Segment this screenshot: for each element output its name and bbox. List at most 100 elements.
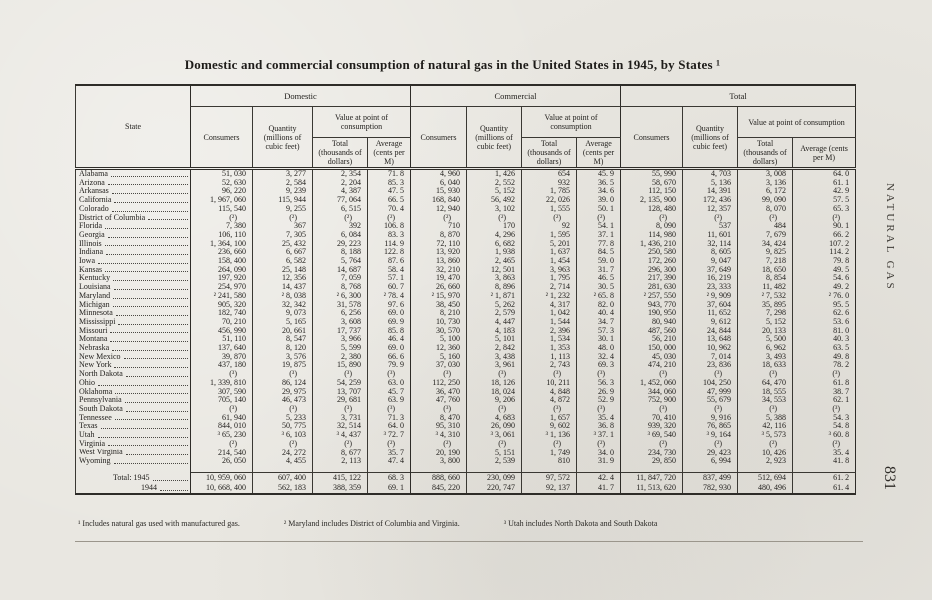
value-cell: 8, 605 bbox=[682, 248, 738, 258]
value-cell: 1, 113 bbox=[521, 352, 577, 362]
value-cell: (²) bbox=[312, 213, 368, 223]
value-cell: 10, 730 bbox=[410, 317, 467, 327]
value-cell: 47, 999 bbox=[682, 387, 738, 397]
value-cell: 56, 210 bbox=[620, 335, 683, 345]
value-cell: 1, 967, 060 bbox=[190, 195, 253, 205]
value-cell: 25, 148 bbox=[252, 265, 313, 275]
value-cell: 512, 694 bbox=[737, 471, 793, 483]
value-cell: 5, 233 bbox=[252, 413, 313, 423]
value-cell: 537 bbox=[682, 222, 738, 231]
value-cell: 36. 8 bbox=[576, 422, 621, 432]
value-cell: 392 bbox=[312, 222, 368, 231]
spacer-cell bbox=[466, 465, 522, 473]
value-cell: 5, 262 bbox=[466, 300, 522, 310]
value-cell: 49. 5 bbox=[792, 265, 856, 275]
value-cell: 562, 183 bbox=[252, 482, 313, 494]
value-cell: 26, 050 bbox=[190, 456, 253, 466]
value-cell: 57. 1 bbox=[366, 274, 411, 284]
value-cell: 64, 470 bbox=[737, 378, 793, 388]
dotted-leader bbox=[110, 175, 188, 177]
table-row: Nebraska 137, 640 8, 120 5, 599 69. 0 12, 360… bbox=[75, 343, 856, 353]
value-cell: ³ 5, 573 bbox=[737, 430, 793, 440]
value-cell: 54. 6 bbox=[792, 274, 856, 284]
value-cell: 80, 940 bbox=[620, 317, 683, 327]
value-cell: 62. 1 bbox=[792, 396, 856, 405]
value-cell: 4, 848 bbox=[521, 387, 577, 397]
value-cell: 55, 990 bbox=[620, 168, 683, 179]
value-cell: 4, 960 bbox=[410, 168, 467, 179]
table-row: Indiana 236, 660 6, 667 8, 188 122. 8 13, 920… bbox=[75, 248, 856, 258]
value-cell: 2, 380 bbox=[312, 352, 368, 362]
value-cell: ² 241, 580 bbox=[190, 291, 253, 301]
value-cell: 56. 3 bbox=[576, 378, 621, 388]
dotted-leader bbox=[107, 236, 188, 238]
value-cell: (³) bbox=[312, 404, 368, 414]
value-cell: 79. 8 bbox=[792, 256, 856, 266]
value-cell: 172, 260 bbox=[620, 256, 683, 266]
value-cell: 388, 359 bbox=[312, 482, 368, 494]
total-row-label: 1944 bbox=[141, 482, 157, 492]
value-cell: 480, 496 bbox=[737, 482, 793, 494]
value-cell: 26, 090 bbox=[466, 422, 522, 432]
value-cell: 64. 0 bbox=[792, 168, 856, 179]
value-cell: 54. 1 bbox=[576, 222, 621, 231]
value-cell: 37. 1 bbox=[576, 230, 621, 240]
value-cell: 72, 110 bbox=[410, 239, 467, 249]
value-cell: 3, 966 bbox=[312, 335, 368, 345]
value-cell: 66. 6 bbox=[366, 352, 411, 362]
value-cell: 50. 1 bbox=[576, 204, 621, 214]
value-cell: 50, 775 bbox=[252, 422, 313, 432]
value-cell: 1, 426 bbox=[466, 168, 522, 179]
value-cell: ² 257, 550 bbox=[620, 291, 683, 301]
value-cell: 97. 6 bbox=[366, 300, 411, 310]
value-cell: 2, 354 bbox=[312, 168, 368, 179]
state-label: West Virginia bbox=[79, 448, 123, 457]
value-cell: (²) bbox=[521, 213, 577, 223]
value-cell: 92, 137 bbox=[521, 482, 577, 494]
state-label: Minnesota bbox=[79, 309, 113, 318]
state-label-cell: Colorado bbox=[75, 204, 191, 214]
value-cell: 5, 165 bbox=[252, 317, 313, 327]
value-cell: ² 15, 970 bbox=[410, 291, 467, 301]
value-cell: 52. 9 bbox=[576, 396, 621, 405]
value-cell: 5, 160 bbox=[410, 352, 467, 362]
value-cell: (³) bbox=[366, 404, 411, 414]
table-row: Minnesota 182, 740 9, 073 6, 256 69. 0 8, 210… bbox=[75, 309, 856, 318]
spacer-cell bbox=[792, 465, 856, 473]
value-cell: 29, 975 bbox=[252, 387, 313, 397]
table-row: Oklahoma 307, 590 29, 975 13, 707 45. 7 36, 4… bbox=[75, 387, 856, 397]
value-cell: 13, 860 bbox=[410, 256, 467, 266]
value-cell: 837, 499 bbox=[682, 471, 738, 483]
state-label-cell: Arkansas bbox=[75, 187, 191, 197]
value-cell: 5, 764 bbox=[312, 256, 368, 266]
state-label: Louisiana bbox=[79, 283, 111, 292]
value-cell: 71. 3 bbox=[366, 413, 411, 423]
state-label-cell: District of Columbia bbox=[75, 213, 191, 223]
value-cell: 40. 4 bbox=[576, 309, 621, 318]
value-cell: 29, 850 bbox=[620, 456, 683, 466]
value-cell: 845, 220 bbox=[410, 482, 467, 494]
value-cell: (²) bbox=[366, 213, 411, 223]
value-cell: 23, 836 bbox=[682, 361, 738, 371]
value-cell: 3, 277 bbox=[252, 168, 313, 179]
value-cell: 30. 5 bbox=[576, 282, 621, 292]
value-cell: 8, 090 bbox=[620, 222, 683, 231]
value-cell: 59. 0 bbox=[576, 256, 621, 266]
value-cell: 2, 396 bbox=[521, 326, 577, 336]
value-cell: 16, 219 bbox=[682, 274, 738, 284]
value-cell: (³) bbox=[792, 404, 856, 414]
table-row: Maryland ² 241, 580 ² 8, 038 ² 6, 300 ² 78. … bbox=[75, 291, 856, 301]
state-label-cell: Georgia bbox=[75, 230, 191, 240]
group-header-domestic: Domestic bbox=[189, 85, 411, 107]
value-cell: 6, 582 bbox=[252, 256, 313, 266]
value-cell: 23, 333 bbox=[682, 282, 738, 292]
value-cell: 8, 854 bbox=[737, 274, 793, 284]
value-cell: 122. 8 bbox=[366, 248, 411, 258]
value-cell: 64. 0 bbox=[366, 422, 411, 432]
value-cell: 3, 493 bbox=[737, 352, 793, 362]
value-cell: 2, 579 bbox=[466, 309, 522, 318]
table-row: Alabama 51, 030 3, 277 2, 354 71. 8 4, 960 1, … bbox=[75, 168, 856, 179]
value-cell: 82. 0 bbox=[576, 300, 621, 310]
value-cell: 18, 633 bbox=[737, 361, 793, 371]
value-cell: 2, 135, 900 bbox=[620, 195, 683, 205]
